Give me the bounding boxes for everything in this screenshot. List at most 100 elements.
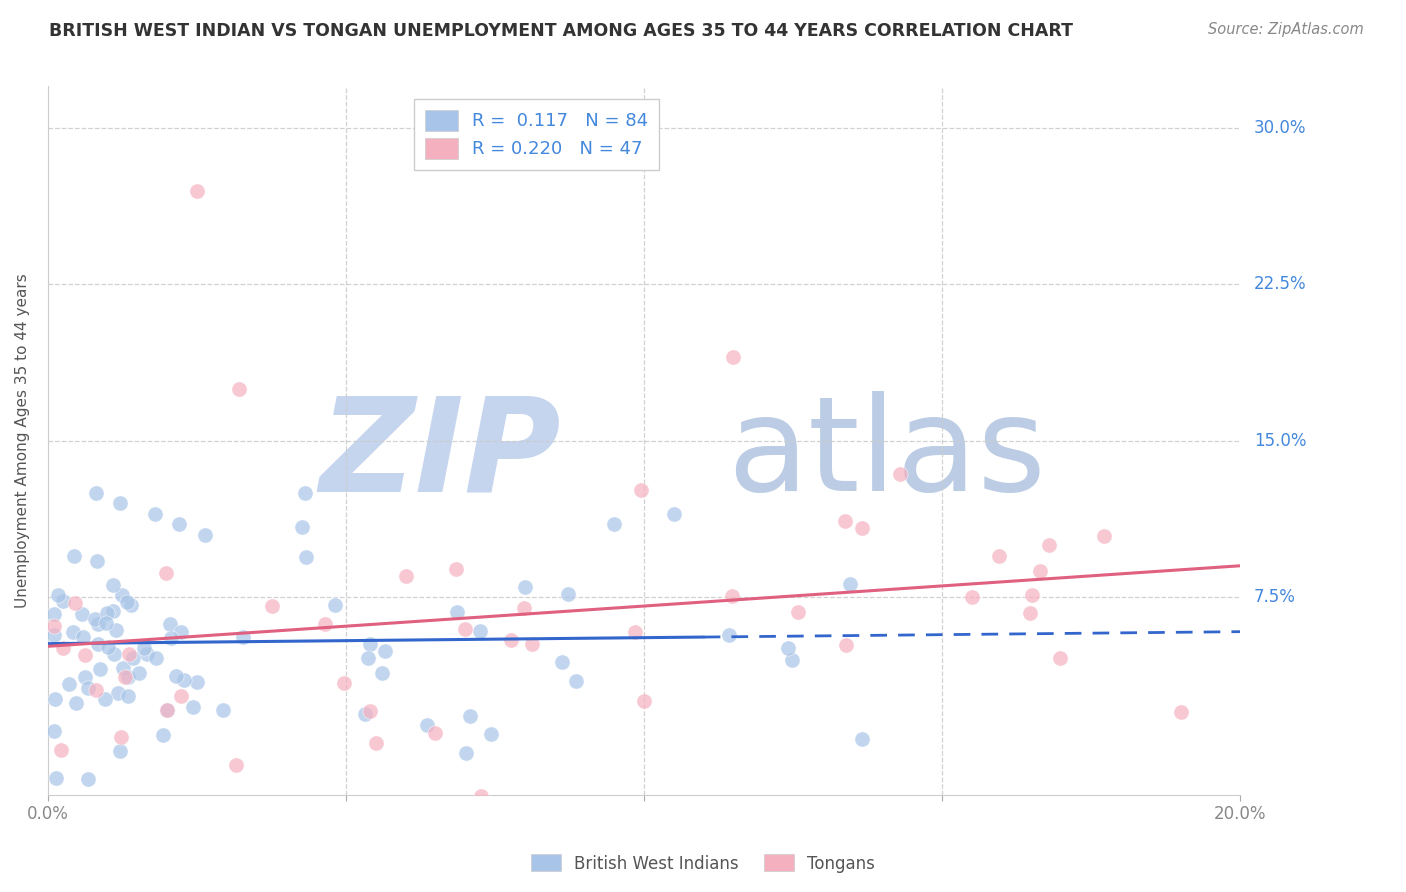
Point	[173, 673, 195, 687]
Point	[42, 619, 65, 633]
Point	[77, 681, 100, 695]
Point	[513, 601, 536, 615]
Point	[291, 520, 314, 534]
Point	[86, 554, 108, 568]
Point	[1049, 651, 1071, 665]
Point	[225, 757, 247, 772]
Point	[787, 605, 810, 619]
Point	[415, 718, 437, 732]
Point	[522, 637, 544, 651]
Point	[156, 703, 179, 717]
Point	[103, 647, 125, 661]
Point	[353, 707, 375, 722]
Point	[425, 725, 447, 739]
Point	[120, 599, 142, 613]
Point	[988, 549, 1011, 564]
Point	[1021, 588, 1043, 602]
Point	[73, 670, 96, 684]
Point	[479, 727, 502, 741]
Point	[110, 744, 132, 758]
Point	[1038, 538, 1060, 552]
Point	[152, 728, 174, 742]
Point	[94, 616, 117, 631]
Point	[128, 666, 150, 681]
Point	[107, 686, 129, 700]
Point	[186, 184, 208, 198]
Point	[101, 604, 124, 618]
Point	[851, 731, 873, 746]
Point	[717, 628, 740, 642]
Y-axis label: Unemployment Among Ages 35 to 44 years: Unemployment Among Ages 35 to 44 years	[15, 273, 30, 608]
Point	[45, 771, 67, 785]
Point	[501, 633, 523, 648]
Point	[87, 617, 110, 632]
Point	[446, 605, 468, 619]
Point	[186, 674, 208, 689]
Legend: R =  0.117   N = 84, R = 0.220   N = 47: R = 0.117 N = 84, R = 0.220 N = 47	[415, 99, 659, 169]
Point	[357, 651, 380, 665]
Text: 7.5%: 7.5%	[1254, 588, 1296, 606]
Point	[1019, 606, 1042, 620]
Point	[42, 724, 65, 739]
Point	[960, 590, 983, 604]
Point	[76, 772, 98, 787]
Point	[454, 746, 477, 760]
Point	[169, 625, 191, 640]
Point	[122, 651, 145, 665]
Point	[371, 666, 394, 681]
Point	[1094, 529, 1116, 543]
Point	[838, 577, 860, 591]
Point	[155, 566, 177, 580]
Point	[42, 607, 65, 621]
Text: Source: ZipAtlas.com: Source: ZipAtlas.com	[1208, 22, 1364, 37]
Text: BRITISH WEST INDIAN VS TONGAN UNEMPLOYMENT AMONG AGES 35 TO 44 YEARS CORRELATION: BRITISH WEST INDIAN VS TONGAN UNEMPLOYME…	[49, 22, 1073, 40]
Point	[835, 638, 858, 652]
Point	[159, 617, 181, 632]
Point	[97, 640, 120, 654]
Point	[260, 599, 283, 613]
Point	[513, 580, 536, 594]
Point	[359, 704, 381, 718]
Point	[630, 483, 652, 498]
Point	[565, 674, 588, 689]
Point	[84, 683, 107, 698]
Point	[624, 625, 647, 640]
Point	[51, 641, 73, 656]
Point	[468, 624, 491, 639]
Point	[780, 653, 803, 667]
Point	[62, 624, 84, 639]
Point	[834, 514, 856, 528]
Point	[110, 730, 132, 744]
Point	[145, 650, 167, 665]
Point	[359, 637, 381, 651]
Point	[117, 689, 139, 703]
Point	[374, 644, 396, 658]
Point	[228, 382, 250, 396]
Point	[118, 647, 141, 661]
Point	[96, 607, 118, 621]
Point	[395, 569, 418, 583]
Point	[460, 709, 482, 723]
Point	[165, 669, 187, 683]
Point	[111, 661, 134, 675]
Point	[111, 588, 134, 602]
Point	[156, 703, 179, 717]
Point	[86, 637, 108, 651]
Text: atlas: atlas	[727, 392, 1046, 518]
Point	[143, 507, 166, 521]
Point	[211, 703, 233, 717]
Point	[104, 624, 127, 638]
Point	[72, 631, 94, 645]
Point	[135, 647, 157, 661]
Point	[851, 521, 873, 535]
Text: ZIP: ZIP	[319, 392, 561, 518]
Point	[181, 699, 204, 714]
Point	[720, 589, 742, 603]
Point	[134, 640, 156, 655]
Point	[454, 622, 477, 636]
Point	[114, 670, 136, 684]
Point	[101, 578, 124, 592]
Point	[44, 691, 66, 706]
Point	[1170, 705, 1192, 719]
Point	[294, 485, 316, 500]
